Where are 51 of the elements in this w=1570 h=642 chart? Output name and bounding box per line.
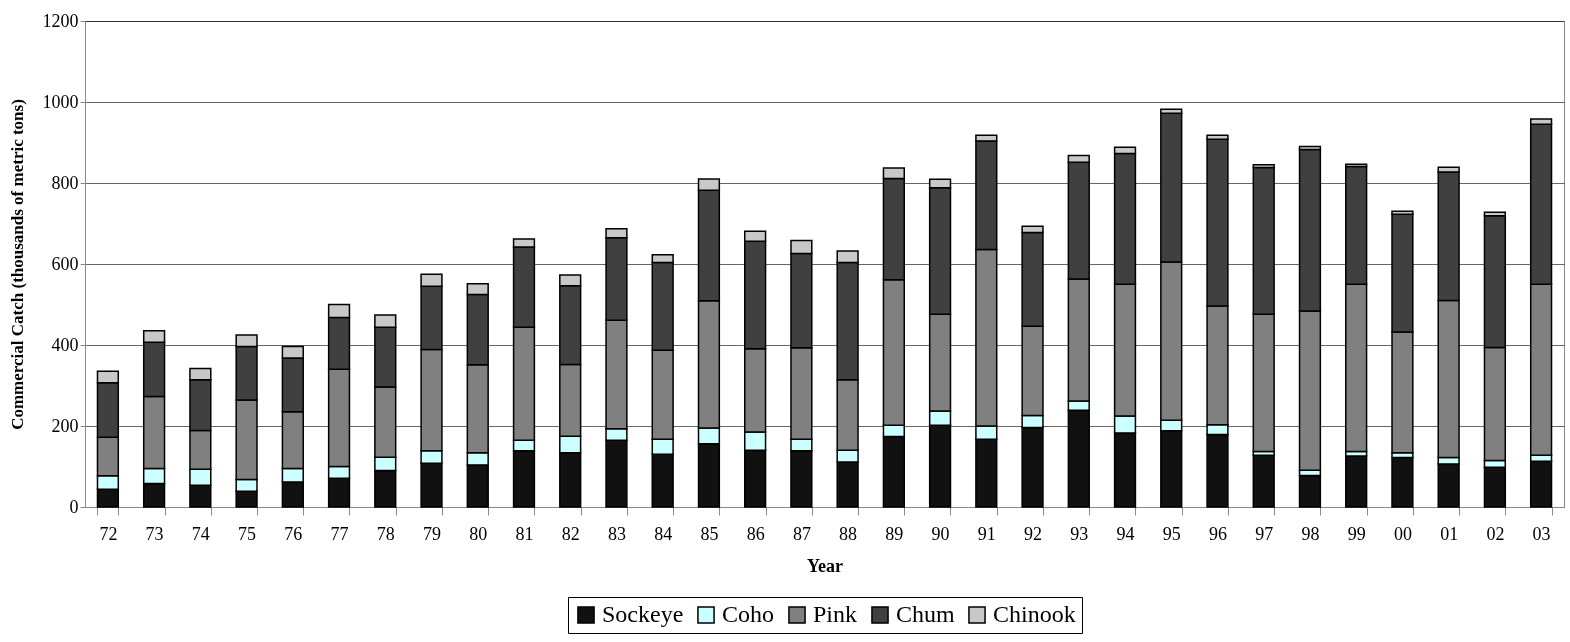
x-tick-label: 83 [607,523,626,544]
x-tick-label: 93 [1070,523,1089,544]
x-tick-label: 82 [561,523,580,544]
x-tick-label: 01 [1440,523,1459,544]
x-tick-label: 76 [284,523,303,544]
legend-label: Chum [896,601,956,627]
legend-label: Pink [813,601,858,627]
x-tick-label: 87 [792,523,811,544]
legend-label: Chinook [993,601,1076,627]
x-axis-title: Year [807,555,843,576]
x-tick-label: 03 [1532,523,1551,544]
bar [1391,456,1414,508]
x-tick-label: 77 [330,523,349,544]
bar [1252,454,1275,508]
x-tick-label: 89 [885,523,904,544]
y-tick-label: 1000 [42,91,79,112]
x-tick-label: 98 [1301,523,1320,544]
x-tick-label: 75 [238,523,257,544]
y-tick-label: 200 [51,415,79,436]
x-tick-label: 92 [1024,523,1043,544]
x-tick-label: 80 [469,523,488,544]
x-tick-label: 96 [1208,523,1227,544]
x-tick-label: 73 [145,523,164,544]
bar [1529,460,1553,508]
y-tick-label: 600 [51,253,79,274]
x-tick-label: 91 [977,523,996,544]
y-tick-label: 400 [51,334,79,355]
bar [1345,455,1368,508]
x-tick-label: 94 [1116,523,1135,544]
x-tick-label: 90 [931,523,950,544]
y-tick-label: 1200 [42,10,79,31]
legend-label: Coho [722,601,775,627]
x-tick-label: 00 [1393,523,1412,544]
x-tick-label: 81 [515,523,534,544]
x-tick-label: 84 [654,523,673,544]
x-tick-label: 86 [746,523,765,544]
x-tick-label: 97 [1255,523,1274,544]
y-axis-title: Commercial Catch (thousands of metric tons) [7,99,27,430]
x-tick-label: 02 [1486,523,1505,544]
bar [1298,474,1322,508]
x-tick-label: 79 [423,523,442,544]
x-tick-label: 78 [376,523,395,544]
x-tick-label: 99 [1347,523,1366,544]
legend-label: Sockeye [602,601,684,627]
x-tick-label: 72 [99,523,118,544]
y-tick-label: 0 [69,496,79,517]
x-tick-label: 95 [1162,523,1181,544]
x-tick-label: 74 [191,523,210,544]
x-tick-label: 85 [700,523,719,544]
y-tick-label: 800 [51,172,79,193]
x-tick-label: 88 [839,523,858,544]
